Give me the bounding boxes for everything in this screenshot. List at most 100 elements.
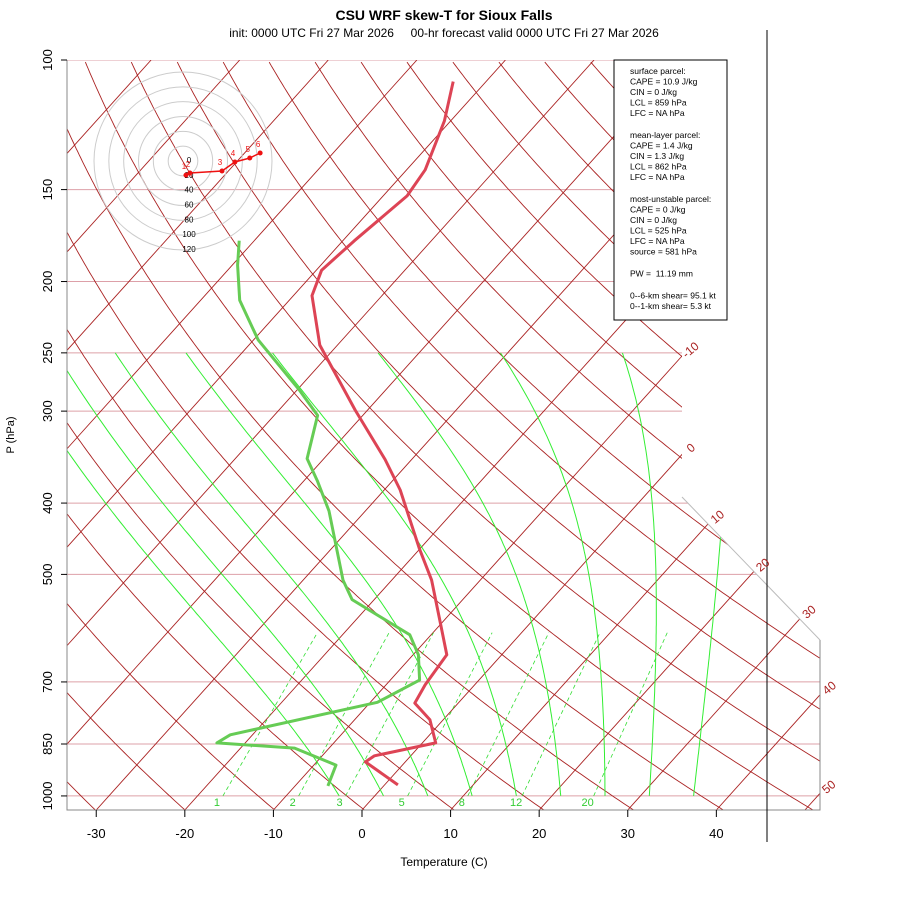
hodograph-height-label: 4 [231, 149, 236, 158]
hodograph-height-label: 3 [218, 158, 223, 167]
isotherm [273, 60, 820, 810]
isotherm [67, 60, 241, 810]
info-line: LFC = NA hPa [630, 108, 685, 118]
y-axis-label: P (hPa) [5, 416, 17, 453]
dry-adiabat [268, 61, 820, 810]
plot-frame [66, 60, 821, 811]
info-line: CAPE = 0 J/kg [630, 205, 686, 215]
info-line: source = 581 hPa [630, 247, 697, 257]
hodograph-ring-label: 60 [185, 201, 194, 210]
info-line: LCL = 862 hPa [630, 162, 687, 172]
dry-adiabat [314, 61, 820, 810]
y-tick-label: 400 [40, 492, 55, 514]
hodograph-ring-label: 120 [182, 245, 196, 254]
mixing-ratio-label: 8 [459, 797, 465, 809]
mixing-ratio-label: 12 [510, 797, 522, 809]
dry-adiabat [176, 61, 820, 810]
plot-edge [681, 496, 821, 641]
dry-adiabat [498, 61, 820, 810]
hodograph-ring-label: 80 [185, 215, 194, 224]
dry-adiabat [67, 61, 455, 810]
y-tick-label: 300 [40, 400, 55, 422]
y-tick-label: 100 [40, 49, 55, 71]
moist-adiabat [185, 352, 473, 797]
info-line: mean-layer parcel: [630, 130, 700, 140]
hodograph-point [247, 155, 253, 161]
mixing-ratio-label: 2 [290, 797, 296, 809]
hodograph-height-label: 6 [256, 140, 261, 149]
dry-adiabat [67, 62, 365, 810]
y-tick-label: 250 [40, 342, 55, 364]
hodograph-ring [167, 145, 199, 177]
moist-adiabat [272, 352, 517, 796]
hodograph-ring-label: 0 [187, 156, 192, 165]
dry-adiabat [452, 61, 820, 810]
x-tick-label: -10 [264, 826, 283, 841]
dry-adiabat [67, 61, 634, 810]
hodograph-ring-label: 100 [182, 230, 196, 239]
info-line: LCL = 525 hPa [630, 226, 687, 236]
isotherm [67, 60, 595, 810]
mixing-ratio-label: 20 [582, 797, 594, 809]
isotherm [627, 60, 820, 810]
hodograph-ring-label: 40 [185, 186, 194, 195]
x-tick-label: 20 [532, 826, 546, 841]
isotherm [67, 60, 329, 810]
hodograph-ring [138, 116, 228, 206]
info-line: LCL = 859 hPa [630, 98, 687, 108]
x-tick-label: 30 [621, 826, 635, 841]
x-axis-label: Temperature (C) [400, 855, 487, 869]
hodograph-ring [108, 86, 258, 236]
hodograph-ring [93, 71, 273, 251]
x-tick-label: 0 [358, 826, 365, 841]
hodograph-ring [152, 130, 214, 192]
mixing-ratio-label: 1 [214, 797, 220, 809]
info-line: CIN = 0 J/kg [630, 215, 677, 225]
chart-subtitle: init: 0000 UTC Fri 27 Mar 2026 00-hr for… [229, 26, 659, 40]
info-line: CAPE = 10.9 J/kg [630, 77, 698, 87]
mixing-ratio-label: 5 [399, 797, 405, 809]
temperature-line [310, 81, 455, 787]
x-tick-label: -30 [87, 826, 106, 841]
info-line: CAPE = 1.4 J/kg [630, 141, 693, 151]
info-line: LFC = NA hPa [630, 172, 685, 182]
info-line: LFC = NA hPa [630, 236, 685, 246]
mixing-ratio-label: 3 [336, 797, 342, 809]
chart-title: CSU WRF skew-T for Sioux Falls [335, 7, 552, 23]
mixing-ratio-line [407, 632, 493, 797]
hodograph-height-label: 1 [182, 162, 187, 171]
info-line: CIN = 0 J/kg [630, 87, 677, 97]
hodograph-ring [123, 101, 243, 221]
mixing-ratio-line [222, 632, 318, 797]
y-tick-label: 700 [40, 671, 55, 693]
info-line: PW = 11.19 mm [630, 269, 693, 279]
hodograph-height-label: 2 [186, 160, 191, 169]
isotherm [67, 60, 418, 810]
dry-adiabat [67, 62, 275, 810]
x-tick-label: -20 [175, 826, 194, 841]
y-tick-label: 200 [40, 271, 55, 293]
thermo-background [67, 60, 820, 810]
moist-adiabat [621, 352, 657, 796]
y-tick-label: 1000 [40, 781, 55, 810]
info-line: most-unstable parcel: [630, 194, 711, 204]
y-tick-label: 500 [40, 564, 55, 586]
hodograph-point [187, 170, 193, 176]
mixing-ratio-line [467, 632, 550, 797]
hodograph-height-label: 5 [246, 145, 251, 154]
dry-adiabat [222, 61, 820, 810]
mixing-ratio-line [593, 632, 668, 797]
moist-adiabat [377, 352, 562, 796]
info-line: surface parcel: [630, 66, 686, 76]
isotherm [67, 60, 506, 810]
mixing-ratio-line [521, 632, 601, 797]
x-tick-label: 40 [709, 826, 723, 841]
y-tick-label: 850 [40, 733, 55, 755]
info-line: CIN = 1.3 J/kg [630, 151, 684, 161]
info-line: 0--1-km shear= 5.3 kt [630, 301, 712, 311]
moist-adiabat [67, 352, 384, 797]
x-tick-label: 10 [443, 826, 457, 841]
dewpoint-line [215, 240, 422, 787]
